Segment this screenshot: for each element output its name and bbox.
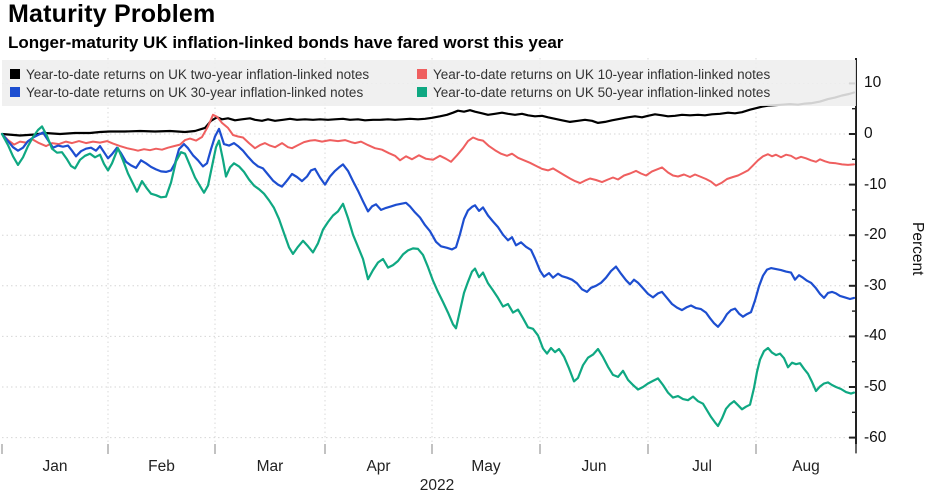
chart-legend: Year-to-date returns on UK two-year infl…: [2, 60, 856, 106]
x-tick-label: May: [471, 458, 501, 475]
x-tick-label: Jan: [42, 458, 68, 475]
legend-item-50-year: Year-to-date returns on UK 50-year infla…: [417, 85, 856, 100]
y-tick-label: 0: [864, 125, 873, 142]
legend-swatch-blue-icon: [10, 87, 20, 97]
y-tick-label: -60: [864, 428, 887, 446]
y-tick-label: -50: [864, 378, 887, 395]
y-tick-label: -40: [864, 327, 887, 345]
x-tick-label: Mar: [256, 458, 284, 475]
series-line-1: [1, 113, 855, 187]
legend-item-two-year: Year-to-date returns on UK two-year infl…: [10, 67, 417, 82]
legend-swatch-red-icon: [417, 69, 427, 79]
gridlines: [2, 58, 857, 450]
legend-label: Year-to-date returns on UK 50-year infla…: [433, 84, 771, 100]
legend-item-10-year: Year-to-date returns on UK 10-year infla…: [417, 67, 856, 82]
series-line-3: [0, 125, 856, 428]
x-axis-year-label: 2022: [419, 477, 455, 494]
legend-swatch-teal-icon: [417, 87, 427, 97]
x-tick-label: Jul: [692, 458, 712, 475]
chart-title: Maturity Problem: [8, 0, 216, 28]
x-tick-label: Feb: [148, 458, 175, 475]
legend-label: Year-to-date returns on UK 30-year infla…: [26, 84, 364, 100]
y-tick-label: -10: [864, 175, 887, 193]
legend-label: Year-to-date returns on UK 10-year infla…: [433, 66, 771, 82]
x-tick-label: Aug: [792, 458, 820, 475]
chart-subtitle: Longer-maturity UK inflation-linked bond…: [8, 33, 564, 52]
y-tick-label: -30: [864, 276, 887, 294]
x-tick-label: Apr: [366, 458, 391, 475]
y-axis-title: Percent: [909, 222, 926, 276]
series-lines: [0, 91, 856, 428]
y-tick-label: -20: [864, 226, 887, 244]
axes: [1, 58, 857, 454]
series-line-2: [0, 127, 856, 328]
x-tick-label: Jun: [581, 458, 607, 475]
y-tick-label: 10: [864, 74, 882, 92]
series-line-0: [0, 91, 856, 137]
legend-item-30-year: Year-to-date returns on UK 30-year infla…: [10, 85, 417, 100]
legend-swatch-black-icon: [10, 69, 20, 79]
legend-label: Year-to-date returns on UK two-year infl…: [26, 66, 370, 82]
